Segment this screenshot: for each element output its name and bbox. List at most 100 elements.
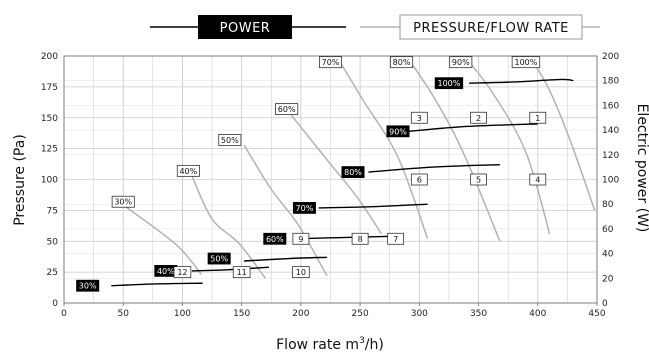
x-tick-label: 100	[174, 309, 191, 319]
legend: POWER PRESSURE/FLOW RATE	[150, 14, 600, 40]
power-curve-30pct	[111, 282, 203, 287]
power-curve-label: 70%	[296, 204, 314, 213]
y2-tick-label: 40	[602, 250, 614, 260]
y2-tick-label: 120	[602, 151, 619, 161]
y2-tick-label: 200	[602, 52, 619, 62]
pressure-curve-100pct	[528, 55, 596, 211]
operating-point-label: 9	[298, 235, 303, 244]
x-axis-title-sup: 3	[359, 336, 365, 346]
operating-point-label-box	[410, 111, 428, 124]
operating-point-label: 4	[535, 176, 540, 185]
legend-pressure-box	[399, 14, 583, 40]
y-tick-label: 100	[41, 176, 58, 186]
power-curve-100pct	[469, 78, 574, 84]
power-curve-label: 90%	[389, 127, 407, 136]
y2-tick-label: 140	[602, 126, 619, 136]
power-curve-label: 30%	[79, 282, 97, 291]
pressure-curve-30pct	[125, 206, 202, 276]
operating-point-label-box	[173, 266, 192, 279]
pressure-curves: 30% 40% 50% 60% 70% 80% 90% 100%	[111, 55, 596, 279]
pressure-curve-label: 30%	[114, 198, 132, 207]
power-curve-label-box	[292, 202, 316, 214]
x-tick-label: 0	[61, 309, 67, 319]
y-tick-label: 75	[47, 206, 58, 216]
pressure-curve-label: 80%	[393, 58, 411, 67]
pressure-curve-label-box	[318, 56, 342, 69]
pressure-curve-90pct	[463, 55, 551, 235]
power-curve-label-box	[263, 232, 287, 245]
operating-point-label: 10	[296, 268, 306, 277]
x-tick-label: 400	[529, 309, 546, 319]
pressure-curve-label-box	[176, 164, 200, 177]
power-curve-label: 50%	[210, 255, 228, 264]
grid	[63, 55, 598, 304]
y-tick-label: 25	[47, 268, 58, 278]
pressure-curve-70pct	[335, 55, 429, 240]
y2-tick-label: 60	[602, 225, 614, 235]
power-curve-60pct	[294, 235, 393, 240]
operating-point-label: 5	[476, 176, 481, 185]
pressure-curve-40pct	[191, 175, 266, 279]
plot-frame	[63, 55, 598, 304]
pressure-curve-label: 90%	[452, 58, 470, 67]
operating-point-label: 8	[358, 235, 363, 244]
operating-point-label-box	[410, 173, 428, 186]
y-tick-label: 50	[47, 237, 59, 247]
pressure-curve-label-box	[390, 56, 414, 69]
pressure-curve-label-box	[449, 56, 473, 69]
power-curves: 30% 40% 50% 60% 70% 80% 90% 100%	[76, 77, 574, 292]
power-curve-label-box	[76, 279, 100, 292]
pressure-curve-label: 70%	[322, 58, 340, 67]
pressure-curve-label: 40%	[179, 167, 197, 176]
x-axis-title-main: Flow rate m	[276, 337, 359, 353]
operating-point-label-box	[529, 111, 547, 124]
y-tick-label: 150	[41, 114, 58, 124]
legend-power-label: POWER	[220, 21, 271, 36]
pressure-curve-60pct	[290, 114, 383, 235]
pressure-curve-label-box	[511, 56, 541, 69]
power-curve-70pct	[318, 203, 428, 209]
y2-tick-label: 20	[602, 274, 614, 284]
x-tick-label: 200	[292, 309, 309, 319]
x-tick-label: 250	[352, 309, 369, 319]
power-curve-90pct	[408, 123, 538, 133]
power-curve-label-box	[386, 125, 410, 138]
y2-axis-title: Electric power (W)	[634, 104, 649, 233]
legend-pressure-label: PRESSURE/FLOW RATE	[413, 21, 569, 36]
operating-point-label: 7	[393, 235, 398, 244]
x-axis-title: Flow rate m3/h)	[276, 336, 384, 353]
power-curve-label: 40%	[157, 267, 175, 276]
pressure-curve-label: 60%	[278, 105, 296, 114]
operating-point-label: 2	[476, 114, 481, 123]
operating-point-label-box	[292, 266, 310, 279]
y2-tick-label: 80	[602, 200, 614, 210]
pressure-curve-80pct	[405, 55, 501, 242]
power-curve-label: 100%	[438, 79, 461, 88]
power-curve-50pct	[243, 256, 327, 262]
y2-tick-label: 160	[602, 101, 619, 111]
axes: 0 50 100 150 200 250 300 350 400 4500255075100125…	[41, 52, 620, 319]
x-axis-title-tail: /h)	[365, 337, 384, 353]
y2-tick-label: 180	[602, 77, 619, 87]
operating-point-label-box	[232, 266, 251, 279]
y2-tick-label: 100	[602, 176, 619, 186]
y-tick-label: 0	[52, 299, 58, 309]
operating-point-label: 1	[535, 114, 540, 123]
operating-point-label: 3	[417, 114, 422, 123]
pressure-curve-label: 100%	[514, 58, 537, 67]
operating-point-label-box	[529, 173, 547, 186]
pressure-curve-50pct	[243, 144, 328, 277]
pressure-curve-label-box	[111, 195, 135, 208]
pressure-curve-label-box	[218, 134, 242, 146]
power-curve-label: 80%	[344, 168, 362, 177]
operating-point-label: 6	[417, 176, 422, 185]
power-curve-label-box	[341, 166, 365, 178]
legend-power-box	[198, 15, 292, 39]
y-axis-title: Pressure (Pa)	[12, 134, 28, 226]
operating-point-label: 12	[177, 268, 187, 277]
pressure-curve-label: 50%	[221, 136, 239, 145]
y-tick-label: 200	[41, 52, 58, 62]
operating-point-label-box	[351, 232, 369, 245]
